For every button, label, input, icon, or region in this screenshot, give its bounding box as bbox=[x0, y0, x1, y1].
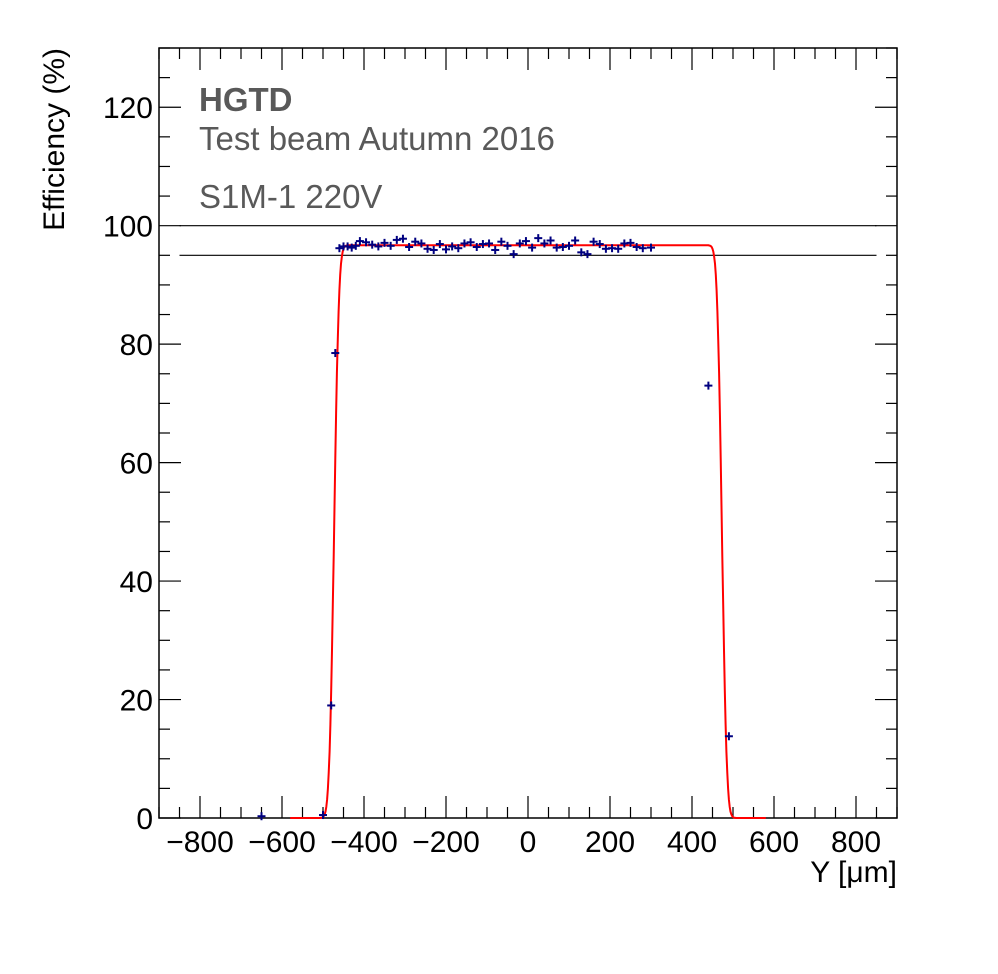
y-tick-label: 100 bbox=[103, 211, 153, 244]
data-point bbox=[454, 244, 463, 253]
data-point bbox=[417, 239, 426, 248]
y-tick-label: 120 bbox=[103, 92, 153, 125]
data-point bbox=[565, 241, 573, 250]
data-point bbox=[405, 243, 414, 252]
y-tick-label: 20 bbox=[120, 685, 153, 718]
data-point bbox=[319, 811, 327, 820]
data-point bbox=[647, 243, 655, 252]
data-point bbox=[724, 732, 733, 741]
x-tick-label: 0 bbox=[520, 826, 537, 859]
data-point bbox=[546, 236, 555, 245]
y-axis-tick-labels: 0 20 40 60 80 100 120 bbox=[103, 92, 153, 836]
y-tick-label: 80 bbox=[120, 329, 153, 362]
data-point bbox=[503, 241, 512, 250]
data-points bbox=[257, 234, 733, 821]
data-point bbox=[327, 701, 336, 710]
data-point bbox=[368, 240, 377, 249]
data-point bbox=[497, 237, 506, 246]
data-point bbox=[448, 242, 457, 251]
fit-curve bbox=[290, 244, 766, 819]
x-tick-label: 400 bbox=[667, 826, 717, 859]
data-point bbox=[509, 250, 518, 259]
data-point bbox=[351, 241, 360, 250]
x-axis-label: Y [μm] bbox=[810, 856, 897, 889]
data-point bbox=[331, 349, 340, 358]
data-point bbox=[521, 237, 530, 246]
x-tick-label: 200 bbox=[585, 826, 635, 859]
data-point bbox=[466, 238, 475, 247]
plot-frame bbox=[158, 47, 898, 819]
data-point bbox=[423, 244, 432, 253]
data-point bbox=[704, 381, 713, 390]
data-point bbox=[460, 239, 469, 248]
reference-lines bbox=[179, 225, 877, 256]
data-point bbox=[374, 242, 383, 251]
data-point bbox=[386, 241, 395, 250]
data-point bbox=[429, 245, 438, 254]
data-point bbox=[355, 237, 364, 246]
y-tick-label: 60 bbox=[120, 448, 153, 481]
data-point bbox=[595, 240, 604, 249]
data-point bbox=[380, 238, 389, 247]
data-point bbox=[632, 243, 641, 252]
x-tick-label: −600 bbox=[248, 826, 316, 859]
data-point bbox=[583, 250, 592, 259]
annotation-experiment: HGTD bbox=[199, 81, 293, 118]
x-tick-label: 600 bbox=[749, 826, 799, 859]
annotation-sensor: S1M-1 220V bbox=[199, 178, 382, 215]
data-point bbox=[534, 234, 543, 243]
data-point bbox=[638, 244, 647, 253]
data-point bbox=[491, 245, 500, 254]
data-point bbox=[528, 243, 537, 252]
y-tick-label: 0 bbox=[136, 803, 153, 836]
x-tick-label: −400 bbox=[330, 826, 398, 859]
data-point bbox=[614, 244, 623, 253]
data-point bbox=[485, 239, 494, 248]
data-point bbox=[515, 239, 524, 248]
data-point bbox=[540, 239, 549, 248]
data-point bbox=[343, 242, 352, 251]
data-point bbox=[577, 248, 586, 257]
data-point bbox=[571, 236, 580, 245]
x-tick-label: −800 bbox=[166, 826, 234, 859]
data-point bbox=[626, 238, 635, 247]
data-point bbox=[392, 235, 401, 244]
data-point bbox=[442, 245, 450, 254]
data-point bbox=[558, 243, 567, 252]
y-tick-label: 40 bbox=[120, 566, 153, 599]
data-point bbox=[347, 243, 356, 252]
data-point bbox=[257, 812, 266, 821]
x-axis-ticks bbox=[158, 48, 898, 818]
x-tick-label: 800 bbox=[831, 826, 881, 859]
y-axis-label: Efficiency (%) bbox=[38, 48, 71, 231]
data-point bbox=[362, 238, 371, 247]
data-point bbox=[472, 243, 481, 252]
annotation-campaign: Test beam Autumn 2016 bbox=[199, 120, 555, 157]
y-axis-ticks bbox=[159, 47, 897, 819]
fit-curve-group bbox=[290, 244, 766, 819]
data-point bbox=[411, 237, 420, 246]
data-point bbox=[589, 237, 598, 246]
data-point bbox=[398, 234, 407, 243]
x-tick-label: −200 bbox=[412, 826, 480, 859]
data-point bbox=[335, 244, 344, 253]
x-axis-tick-labels: −800 −600 −400 −200 0 200 400 600 800 bbox=[166, 826, 881, 859]
data-point bbox=[435, 240, 444, 249]
